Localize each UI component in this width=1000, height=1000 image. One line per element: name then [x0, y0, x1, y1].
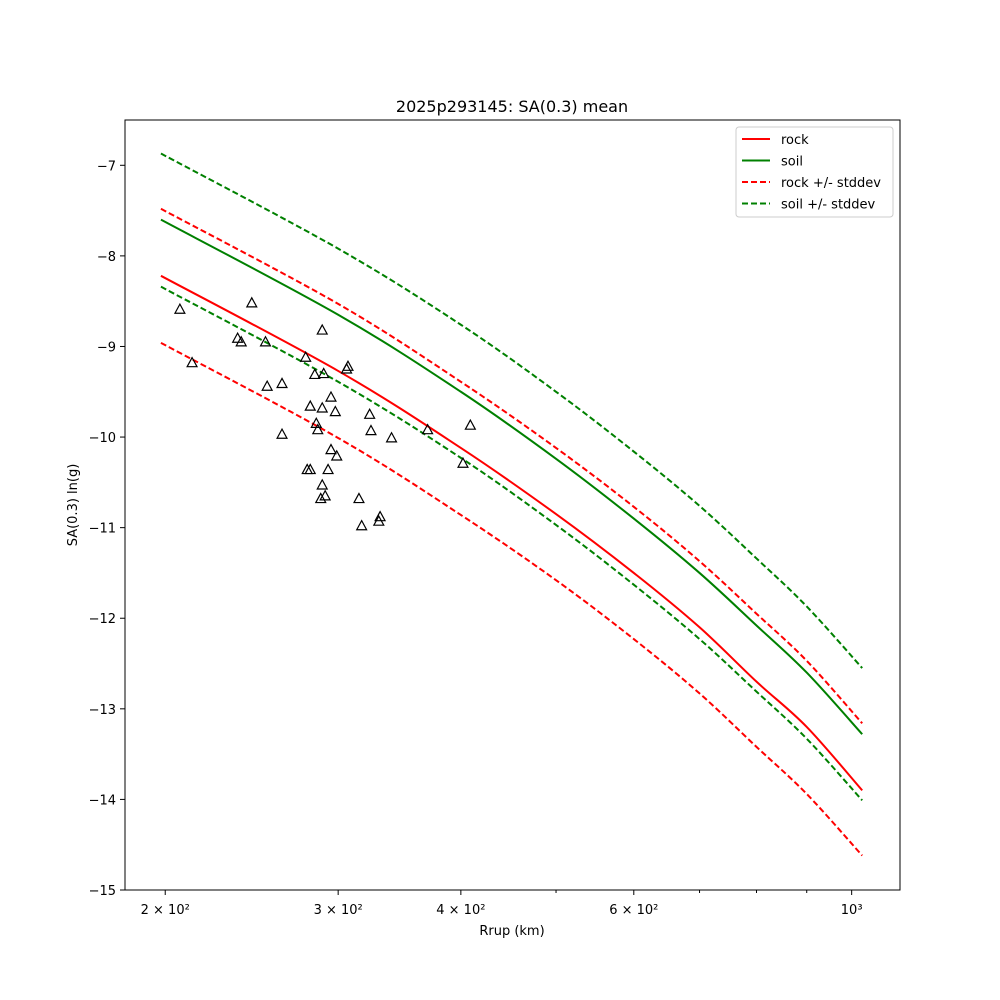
observation-point	[259, 335, 272, 347]
legend-box	[735, 126, 894, 218]
observation-point	[317, 367, 330, 379]
observation-point	[457, 456, 469, 468]
x-tick-label: 2 × 10²	[141, 903, 190, 918]
observation-point	[276, 427, 288, 439]
observation-points	[173, 296, 477, 531]
chart-title: 2025p293145: SA(0.3) mean	[396, 97, 628, 116]
observation-point	[304, 463, 317, 475]
observation-point	[173, 302, 186, 314]
y-tick-label: −13	[89, 703, 116, 718]
legend: rock soil rock +/- stddev soil +/- stddev	[735, 126, 894, 218]
observation-point	[355, 519, 368, 531]
legend-label: rock	[781, 133, 809, 148]
y-tick-label: −8	[97, 250, 116, 265]
y-axis-label: SA(0.3) ln(g)	[66, 464, 81, 547]
observation-point	[365, 424, 377, 436]
y-tick-label: −10	[89, 431, 116, 446]
observation-point	[353, 492, 365, 504]
observation-point	[308, 368, 321, 380]
y-tick-label: −9	[97, 340, 116, 355]
observation-point	[325, 443, 337, 455]
observation-point	[316, 478, 329, 490]
x-tick-label: 4 × 10²	[436, 903, 485, 918]
legend-label: soil +/- stddev	[781, 198, 876, 213]
observation-point	[319, 489, 332, 501]
series-line-soil-stddev	[160, 152, 863, 669]
observation-point	[363, 407, 376, 419]
observation-point	[261, 379, 274, 391]
y-axis: −15 −14 −13 −12 −11 −10 −9 −8 −7	[89, 159, 125, 899]
observation-point	[314, 492, 327, 504]
observation-point	[421, 423, 434, 435]
observation-point	[245, 296, 258, 308]
observation-point	[316, 323, 329, 335]
observation-point	[330, 449, 343, 461]
y-tick-label: −11	[89, 522, 116, 537]
y-tick-label: −12	[89, 612, 116, 627]
y-tick-label: −14	[89, 793, 116, 808]
x-tick-label: 6 × 10²	[609, 903, 658, 918]
series-line-rock-stddev	[160, 207, 863, 724]
x-tick-label: 10³	[841, 903, 863, 918]
observation-point	[322, 463, 335, 475]
series-line-rock	[160, 274, 863, 792]
observation-point	[385, 431, 398, 443]
observation-point	[299, 350, 312, 362]
y-tick-label: −15	[89, 884, 116, 899]
observation-point	[374, 510, 387, 522]
x-axis-label: Rrup (km)	[479, 924, 544, 939]
legend-label: rock +/- stddev	[781, 176, 881, 191]
series-layer	[160, 152, 863, 857]
observation-point	[235, 335, 248, 347]
observation-point	[311, 423, 324, 435]
series-line-stddev-lower-5	[160, 285, 863, 801]
y-tick-label: −7	[97, 159, 116, 174]
series-line-soil	[160, 218, 863, 735]
series-line-stddev-lower-3	[160, 341, 863, 857]
x-tick-label: 3 × 10²	[314, 903, 363, 918]
observation-point	[304, 399, 317, 411]
observation-point	[325, 390, 337, 402]
observation-point	[342, 359, 354, 371]
observation-point	[329, 405, 342, 417]
observation-point	[276, 377, 288, 389]
plot-frame	[124, 119, 901, 891]
observation-point	[464, 418, 477, 430]
legend-label: soil	[781, 155, 803, 170]
observation-point	[186, 356, 199, 368]
observation-point	[316, 401, 329, 413]
x-axis: 2 × 10² 3 × 10² 4 × 10² 6 × 10² 10³	[141, 890, 863, 918]
